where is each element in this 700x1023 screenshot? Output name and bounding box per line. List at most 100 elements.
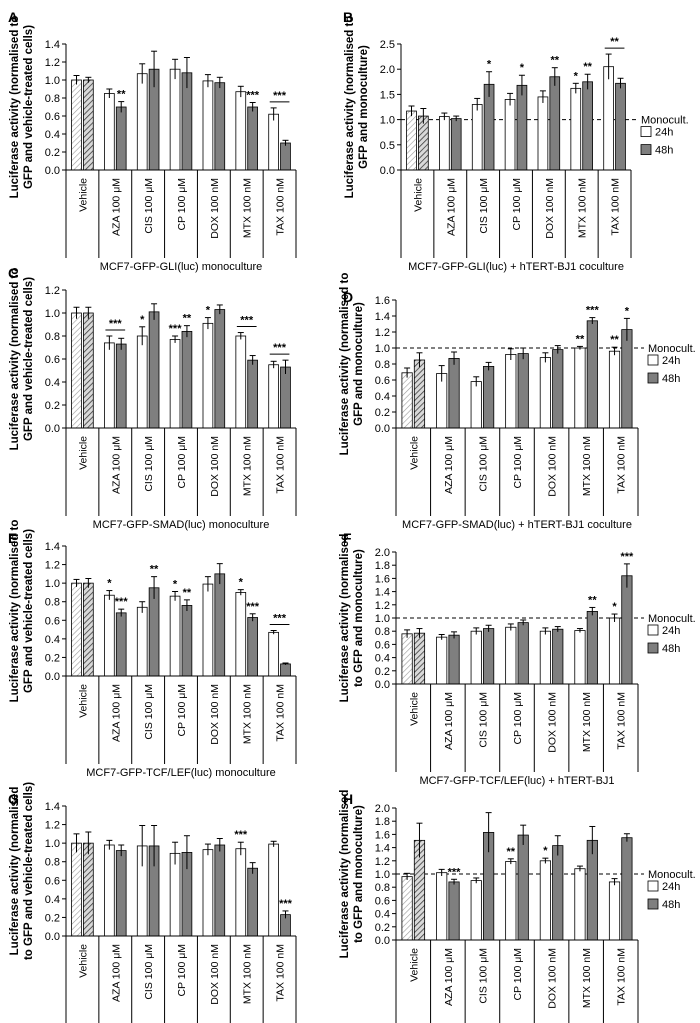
y-tick-label: 0.8: [45, 857, 60, 869]
bar-24h: [104, 594, 115, 677]
y-tick-label: 0.2: [375, 922, 390, 934]
y-tick-label: 0.0: [45, 931, 60, 943]
bar-48h: [280, 663, 291, 677]
bar-48h: [214, 844, 226, 937]
significance-marker: *: [574, 70, 579, 82]
x-category-label: TAX 100 nM: [616, 692, 628, 750]
y-axis-label: Luciferase activity (normalised to GFP an…: [344, 16, 370, 199]
x-category-label: CP 100 μM: [176, 684, 188, 737]
y-tick-label: 1.0: [45, 75, 60, 87]
y-tick-label: 2.5: [380, 39, 395, 51]
y-tick-label: 1.2: [45, 285, 60, 297]
panel-letter: C: [8, 265, 18, 281]
y-axis-label-line: GFP and monoculture): [353, 302, 365, 426]
significance-marker: **: [576, 333, 585, 345]
legend-label: 48h: [655, 145, 673, 157]
legend-label: 48h: [662, 899, 680, 911]
bar-24h: [436, 636, 448, 685]
y-axis-label: Luciferase activity (normalised to GFP an…: [9, 782, 35, 960]
significance-marker: *: [140, 314, 145, 326]
y-axis-label-line: Luciferase activity (normalised to: [9, 520, 21, 703]
bar-24h: [436, 373, 448, 429]
bar-24h: [71, 312, 82, 429]
significance-marker: **: [183, 587, 192, 599]
y-tick-label: 0.6: [45, 615, 60, 627]
x-category-label: CP 100 μM: [512, 436, 524, 489]
y-tick-label: 1.8: [375, 816, 390, 828]
x-category-label: TAX 100 nM: [610, 178, 622, 236]
y-tick-label: 0.2: [45, 147, 60, 159]
x-category-label: Vehicle: [408, 948, 420, 982]
y-axis-label: Luciferase activity (normalised to GFP an…: [339, 273, 365, 456]
chart-panel-g: G 0.0 0.2 0.4 0.6 0.8 1.0 1.2 1.4 Luciferase acti…: [8, 782, 297, 1023]
panel-letter: D: [343, 289, 353, 305]
bar-48h: [483, 628, 495, 685]
bar-48h: [181, 330, 193, 429]
bar-24h: [470, 381, 482, 429]
y-tick-label: 0.8: [45, 597, 60, 609]
y-axis-label: Luciferase activity (normalised to GFP an…: [9, 268, 35, 451]
bar-24h: [202, 322, 214, 429]
y-tick-label: 1.4: [45, 541, 60, 553]
x-category-label: TAX 100 nM: [275, 178, 287, 236]
bar-24h: [136, 335, 148, 429]
bar-48h: [247, 867, 258, 937]
significance-marker: **: [588, 594, 597, 606]
x-category-label: TAX 100 nM: [275, 944, 287, 1002]
bar-48h: [247, 106, 258, 171]
panel-letter: H: [343, 791, 353, 807]
x-category-label: DOX 100 nM: [209, 436, 221, 497]
x-category-label: Vehicle: [77, 436, 89, 470]
y-tick-label: 0.2: [45, 912, 60, 924]
bar-48h: [517, 834, 529, 941]
y-axis-label-line: Luciferase activity (normalised: [339, 790, 351, 959]
bar-24h: [202, 583, 214, 677]
significance-marker: **: [551, 55, 560, 67]
y-tick-label: 0.8: [45, 331, 60, 343]
bar-48h: [83, 312, 94, 429]
bar-24h: [169, 339, 181, 429]
significance-marker: ***: [279, 898, 293, 910]
x-category-label: DOX 100 nM: [209, 684, 221, 745]
y-axis-label-line: GFP and vehicle-treated cells): [23, 25, 35, 189]
bar-24h: [268, 631, 279, 677]
bar-48h: [280, 366, 291, 429]
bar-24h: [268, 364, 279, 429]
chart-panel-e: E 0.0 0.2 0.4 0.6 0.8 1.0 1.2 1.4 Luciferase acti…: [8, 520, 297, 779]
bar-24h: [71, 842, 82, 937]
x-category-label: CIS 100 μM: [477, 692, 489, 748]
y-tick-label: 0.0: [380, 165, 395, 177]
x-category-label: MTX 100 nM: [581, 692, 593, 752]
significance-marker: *: [543, 845, 548, 857]
x-category-label: MTX 100 nM: [242, 178, 254, 238]
y-tick-label: 1.4: [45, 801, 60, 813]
y-axis-label: Luciferase activity (normalised to GFP an…: [9, 520, 35, 703]
y-tick-label: 1.6: [375, 573, 390, 585]
bar-24h: [235, 91, 247, 171]
y-tick-label: 0.0: [45, 165, 60, 177]
bar-24h: [169, 852, 181, 937]
y-tick-label: 0.0: [375, 423, 390, 435]
chart-title: MCF7-GFP-GLI(luc) monoculture: [100, 261, 263, 273]
bar-48h: [483, 365, 495, 429]
bar-24h: [603, 66, 614, 171]
panel-letter: E: [8, 530, 17, 546]
y-tick-label: 0.6: [375, 375, 390, 387]
y-tick-label: 1.4: [375, 311, 390, 323]
x-category-label: AZA 100 μM: [443, 436, 455, 494]
significance-marker: ***: [234, 829, 248, 841]
x-category-label: CP 100 μM: [176, 178, 188, 231]
bar-24h: [235, 335, 247, 429]
bracket-significance: ***: [273, 90, 287, 102]
monoculture-label: Monocult.: [648, 343, 696, 355]
bar-48h: [586, 611, 598, 685]
legend-swatch-48h: [647, 372, 659, 384]
bar-24h: [169, 595, 181, 677]
significance-marker: *: [206, 305, 211, 317]
y-tick-label: 1.4: [375, 587, 390, 599]
chart-title: MCF7-GFP-TCF/LEF(luc) + hTERT-BJ1: [419, 775, 614, 787]
y-tick-label: 0.4: [45, 377, 60, 389]
bracket-significance: ***: [109, 318, 123, 330]
y-tick-label: 0.6: [45, 875, 60, 887]
